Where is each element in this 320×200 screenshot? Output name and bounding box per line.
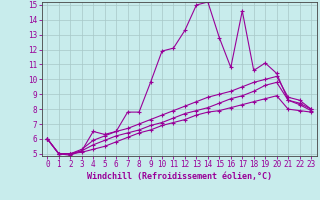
X-axis label: Windchill (Refroidissement éolien,°C): Windchill (Refroidissement éolien,°C) (87, 172, 272, 181)
